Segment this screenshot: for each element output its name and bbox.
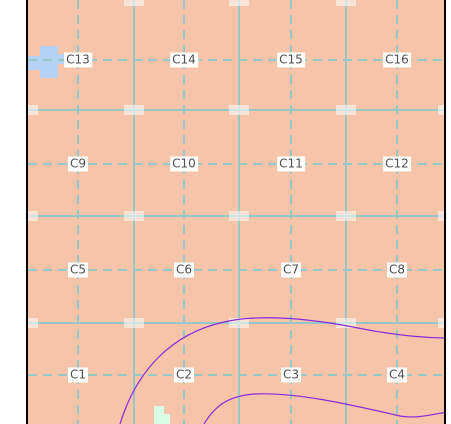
- cell-label-c15: C15: [277, 52, 305, 68]
- cell-label-c11: C11: [277, 156, 305, 172]
- cell-label-c6: C6: [173, 262, 195, 278]
- cell-label-c10: C10: [170, 156, 198, 172]
- cell-label-c8: C8: [386, 262, 408, 278]
- green-feature: [154, 406, 170, 424]
- map-canvas[interactable]: C13 C14 C15 C16 C9 C10 C11 C12 C5 C6 C7 C8 C1 C2 C3 C4: [26, 0, 446, 424]
- cell-label-c5: C5: [67, 262, 89, 278]
- boundary-curve-outer: [119, 317, 444, 424]
- cell-label-c4: C4: [386, 367, 408, 383]
- cell-label-c9: C9: [67, 156, 89, 172]
- minor-gridlines: [28, 0, 444, 424]
- cell-label-c1: C1: [67, 367, 89, 383]
- cell-label-c16: C16: [383, 52, 411, 68]
- water-feature: [28, 46, 64, 78]
- cell-label-c14: C14: [170, 52, 198, 68]
- map-svg: [28, 0, 444, 424]
- cell-label-c13: C13: [64, 52, 92, 68]
- intersection-marks: [28, 0, 444, 328]
- cell-label-c3: C3: [280, 367, 302, 383]
- cell-label-c12: C12: [383, 156, 411, 172]
- cell-label-c2: C2: [173, 367, 195, 383]
- boundary-curve-inner: [203, 393, 444, 424]
- cell-label-c7: C7: [280, 262, 302, 278]
